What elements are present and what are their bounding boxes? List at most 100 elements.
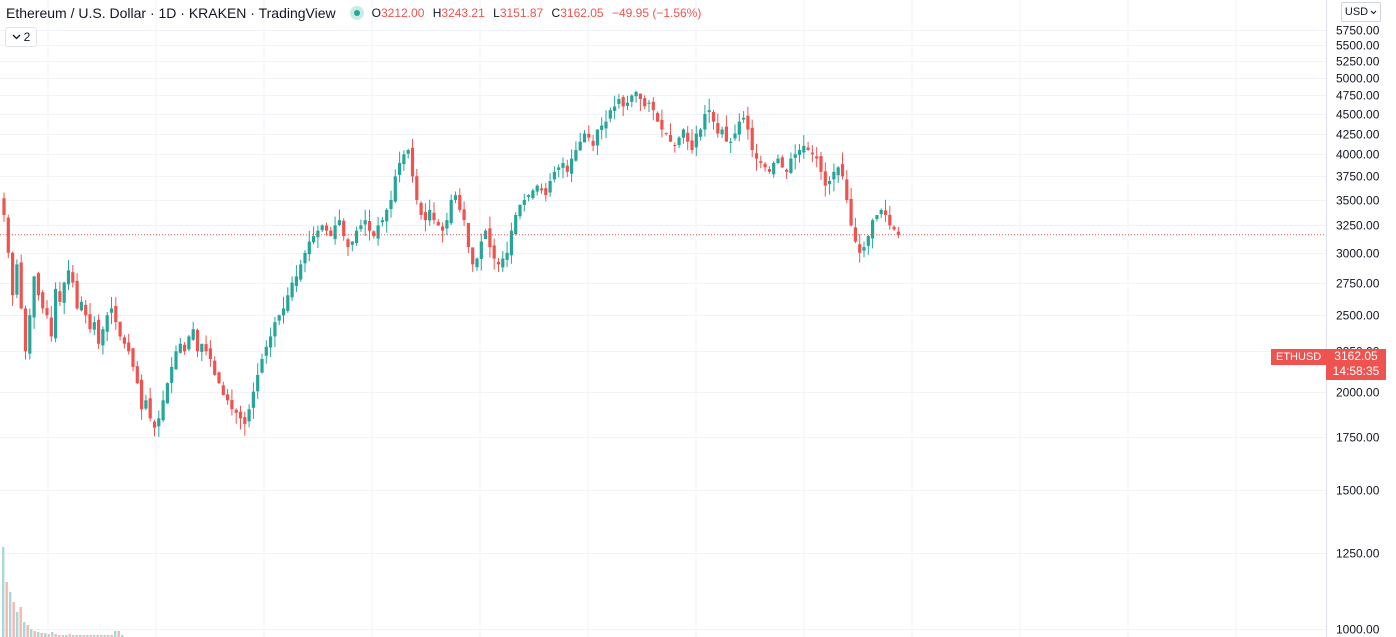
volume-bar [82, 635, 85, 637]
volume-bar [110, 635, 113, 637]
high-value: 3243.21 [441, 6, 485, 20]
candle-body [247, 409, 251, 422]
candle-body [535, 185, 539, 192]
candle-body [114, 305, 118, 323]
candle-body [475, 258, 479, 268]
candle-body [570, 158, 574, 174]
candle-body [754, 153, 759, 159]
candle-body [716, 123, 720, 134]
volume-bar [26, 625, 29, 637]
candle-body [423, 212, 427, 221]
candle-body [471, 247, 475, 265]
candle-body [522, 200, 526, 205]
volume-bar [19, 607, 22, 637]
candle-body [140, 379, 144, 410]
candle-body [350, 241, 354, 245]
candle-body [329, 230, 333, 237]
candle-body [793, 154, 797, 158]
open-value: 3212.00 [380, 6, 425, 20]
candle-body [514, 215, 518, 235]
candle-body [92, 322, 96, 330]
candle-body [604, 121, 608, 129]
candle-body [724, 126, 728, 142]
candle-body [858, 244, 862, 253]
candle-body [410, 147, 415, 177]
bar-countdown: 14:58:35 [1332, 364, 1380, 378]
candle-body [539, 188, 544, 191]
candle-body [148, 398, 152, 419]
currency-button[interactable]: USD [1341, 2, 1381, 22]
candle-body [651, 101, 655, 111]
candle-body [105, 315, 109, 332]
candle-body [501, 258, 505, 268]
candle-body [815, 156, 819, 159]
candle-body [127, 342, 131, 352]
candle-body [595, 129, 599, 146]
candle-body [6, 217, 10, 253]
candle-body [445, 220, 449, 229]
candle-body [707, 110, 711, 113]
low-value: 3151.87 [499, 6, 544, 20]
candle-body [638, 93, 642, 100]
y-tick-label: 1250.00 [1336, 547, 1380, 561]
candle-body [320, 225, 324, 231]
y-tick-label: 5250.00 [1336, 55, 1380, 69]
candle-body [600, 125, 604, 130]
candle-body [217, 372, 221, 384]
volume-bar [37, 632, 40, 637]
candle-body [286, 295, 290, 311]
candle-body [324, 225, 329, 231]
candle-body [552, 171, 556, 180]
candle-body [660, 119, 664, 130]
candle-body [342, 220, 346, 237]
y-tick-label: 4750.00 [1336, 89, 1380, 103]
candle-body [871, 220, 875, 239]
candle-body [36, 273, 40, 296]
volume-bar [12, 602, 15, 637]
candle-body [415, 176, 419, 201]
candle-body [763, 163, 767, 168]
candle-body [776, 158, 780, 164]
candle-body [260, 358, 264, 373]
candle-body [634, 91, 638, 97]
candle-body [88, 314, 92, 330]
candle-body [729, 141, 733, 143]
candle-body [531, 190, 535, 199]
volume-bar [72, 635, 75, 637]
candle-body [432, 212, 436, 221]
candle-body [643, 98, 647, 107]
candle-body [802, 145, 806, 153]
candle-body [488, 228, 492, 248]
candle-body [561, 162, 565, 168]
y-tick-label: 1000.00 [1336, 623, 1380, 637]
y-tick-label: 2750.00 [1336, 277, 1380, 291]
candle-body [398, 162, 402, 175]
candle-body [656, 112, 660, 122]
candle-body [385, 209, 389, 222]
candle-body [122, 337, 126, 344]
indicators-toggle-button[interactable]: 2 [5, 27, 37, 47]
candle-body [750, 127, 754, 151]
candle-body [690, 140, 694, 151]
candle-body [686, 132, 690, 142]
candle-body [187, 336, 191, 350]
candle-body [828, 180, 832, 185]
candle-body [840, 164, 845, 177]
candle-body [84, 304, 88, 316]
candle-body [694, 133, 698, 148]
candle-body [419, 202, 423, 216]
candle-body [79, 301, 83, 311]
volume-bar [100, 635, 103, 637]
candle-body [41, 292, 45, 309]
candle-body [711, 112, 716, 122]
candle-body [819, 156, 823, 172]
candle-body [896, 231, 900, 235]
candle-body [264, 346, 268, 356]
volume-bar [86, 635, 89, 637]
candle-body [15, 264, 19, 295]
candle-body [849, 198, 853, 226]
candle-body [673, 144, 677, 146]
volume-bar [47, 634, 50, 637]
candle-body [290, 282, 294, 298]
